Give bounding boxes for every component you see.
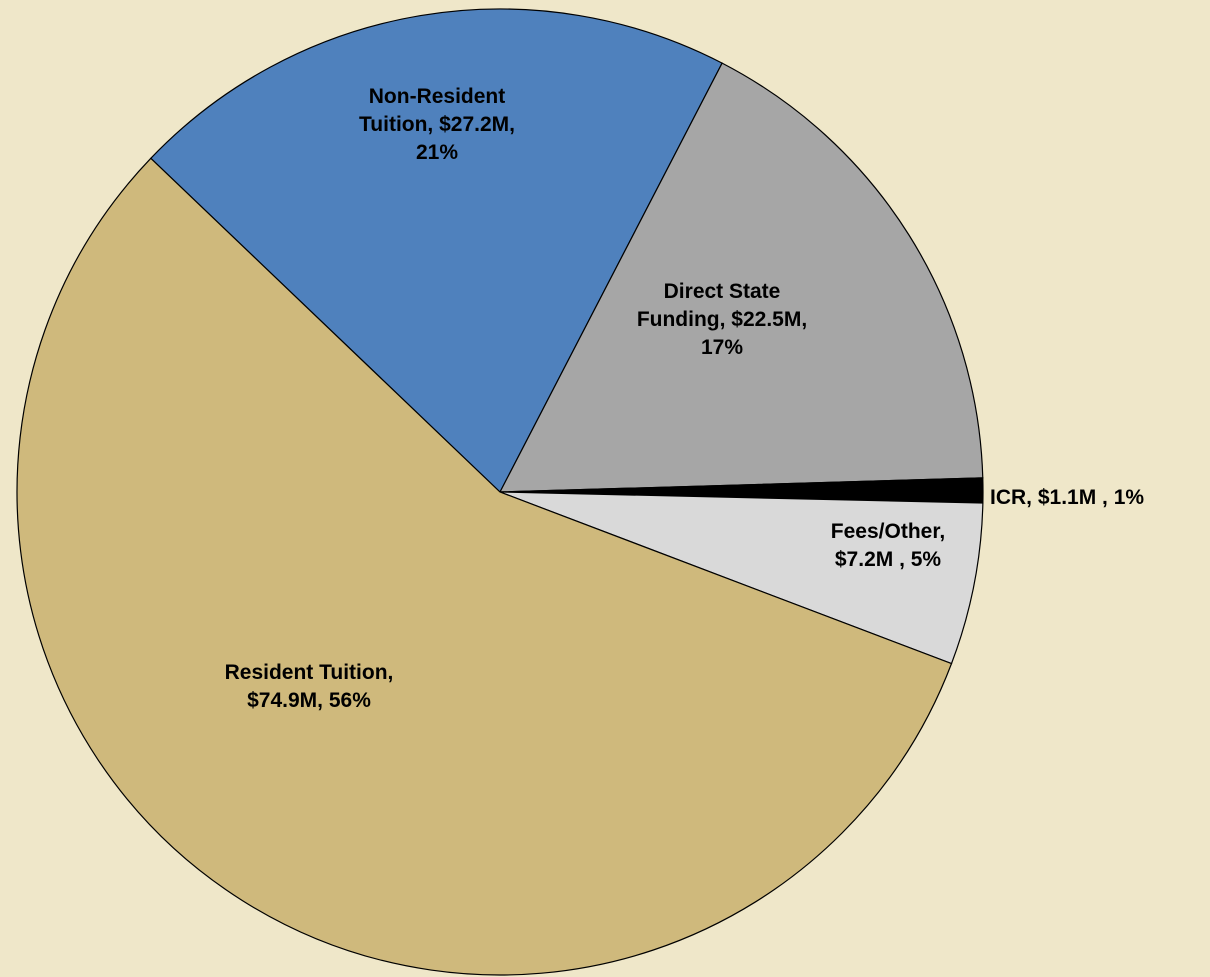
pie-slice	[149, 8, 723, 493]
data-label-line: 21%	[416, 141, 458, 164]
data-label: Non-Resident Tuition, $27.2M, 21%	[359, 85, 515, 164]
data-label-line: Tuition, $27.2M,	[359, 113, 515, 136]
data-label-line: Funding, $22.5M,	[637, 308, 807, 331]
data-label: ICR, $1.1M , 1%	[990, 486, 1144, 509]
data-label-line: $74.9M, 56%	[247, 689, 371, 712]
data-label: Direct State Funding, $22.5M, 17%	[637, 280, 807, 359]
data-label-line: $7.2M , 5%	[835, 548, 942, 571]
pie-slice	[16, 157, 953, 976]
data-label-line: 17%	[701, 336, 743, 359]
data-label: Fees/Other, $7.2M , 5%	[831, 520, 945, 571]
pie-slice	[499, 491, 984, 665]
data-label-line: ICR, $1.1M , 1%	[990, 486, 1144, 509]
data-label-line: Direct State	[664, 280, 781, 303]
pie-slice	[498, 62, 984, 493]
data-label-line: Fees/Other,	[831, 520, 945, 543]
data-label-line: Resident Tuition,	[225, 661, 394, 684]
data-label: Resident Tuition, $74.9M, 56%	[225, 661, 394, 712]
data-label-line: Non-Resident	[369, 85, 506, 108]
